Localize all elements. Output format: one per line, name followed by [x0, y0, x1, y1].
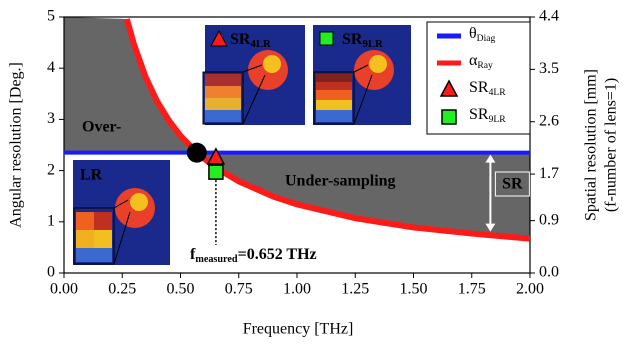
annotation-main: SR	[230, 31, 251, 48]
annotation-sub: measured	[195, 254, 238, 265]
legend-label-main: θ	[469, 25, 477, 42]
x-tick-label: 1.75	[458, 281, 486, 298]
x-tick-label: 0.25	[108, 281, 136, 298]
annotation-sub: 4LR	[250, 38, 271, 50]
annotation: Under-sampling	[285, 173, 396, 190]
y2-tick-label: 4.4	[539, 8, 559, 25]
annotation: fmeasured=0.652 THz	[190, 246, 317, 266]
annotation-sub: o	[196, 150, 201, 161]
y-axis-label: Angular resolution [Deg.]	[8, 62, 25, 228]
annotation: Over-	[82, 119, 121, 136]
x-tick-label: 0.75	[225, 281, 253, 298]
y-tick-label: 4	[47, 59, 55, 76]
y2-tick-label: 2.6	[539, 112, 559, 129]
x-axis-label: Frequency [THz]	[243, 321, 354, 338]
x-tick-label: 1.25	[341, 281, 369, 298]
chart: Frequency [THz] Angular resolution [Deg.…	[0, 0, 623, 346]
legend-label-sub: 9LR	[489, 114, 507, 125]
y-tick-label: 2	[47, 161, 55, 178]
y2-tick-label: 1.7	[539, 165, 559, 182]
y2-tick-label: 0.9	[539, 211, 559, 228]
annotation-sub: 9LR	[362, 38, 383, 50]
marker	[209, 165, 223, 179]
x-tick-label: 0.00	[50, 281, 78, 298]
y2-tick-label: 0.0	[539, 264, 559, 281]
legend-label-sub: Ray	[477, 60, 493, 71]
annotation-marker	[320, 32, 333, 45]
annotation: SR	[502, 176, 523, 193]
x-tick-label: 1.00	[283, 281, 311, 298]
y-tick-label: 0	[47, 264, 55, 281]
y2-axis-label: Spatial resolution [mm]	[583, 69, 600, 221]
y-tick-label: 5	[47, 8, 55, 25]
x-tick-label: 0.50	[167, 281, 195, 298]
legend-swatch	[442, 110, 456, 124]
x-tick-label: 2.00	[516, 281, 544, 298]
annotation: LR	[80, 167, 103, 184]
annotation-main: =0.652 THz	[238, 246, 317, 263]
y-tick-label: 1	[47, 212, 55, 229]
y2-tick-label: 3.5	[539, 60, 559, 77]
annotation-main: SR	[342, 31, 363, 48]
legend-label-main: SR	[469, 106, 489, 123]
legend-label-main: SR	[469, 79, 489, 96]
legend-label-sub: 4LR	[489, 87, 507, 98]
y-tick-label: 3	[47, 110, 55, 127]
legend-label-sub: Diag	[477, 33, 496, 44]
x-tick-label: 1.50	[400, 281, 428, 298]
y2-axis-label: (f-number of lens=1)	[603, 78, 620, 212]
